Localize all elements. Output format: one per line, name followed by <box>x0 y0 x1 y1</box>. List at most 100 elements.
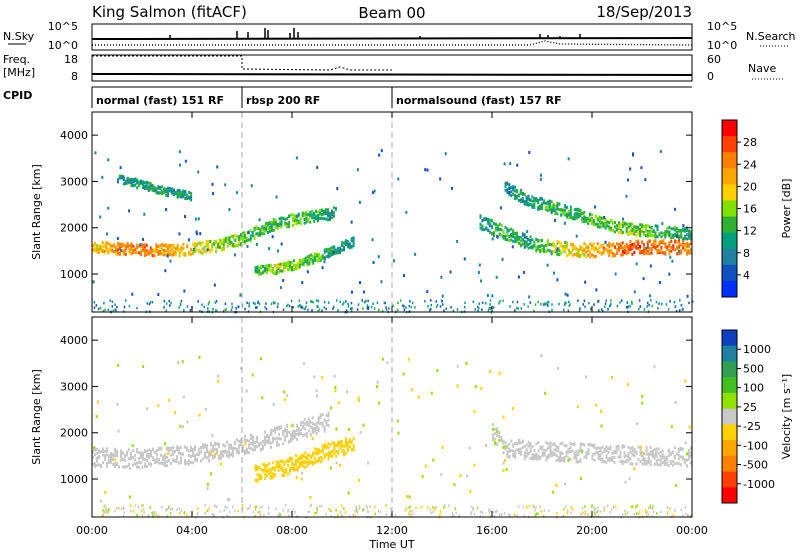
scatter-cell <box>509 305 511 308</box>
scatter-cell <box>342 449 345 453</box>
scatter-cell <box>332 305 335 309</box>
scatter-cell <box>581 252 584 256</box>
scatter-cell <box>107 251 110 255</box>
scatter-cell <box>92 462 94 466</box>
scatter-cell <box>405 306 407 309</box>
scatter-cell <box>297 427 300 431</box>
scatter-cell <box>646 305 648 308</box>
scatter-cell <box>301 214 304 218</box>
scatter-cell <box>555 249 558 253</box>
scatter-cell <box>235 307 237 310</box>
scatter-cell <box>566 242 569 246</box>
scatter-cell <box>567 447 570 451</box>
scatter-cell <box>672 244 675 248</box>
scatter-cell <box>309 420 312 424</box>
scatter-cell <box>248 443 250 447</box>
scatter-cell <box>679 447 682 451</box>
scatter-cell <box>143 254 146 258</box>
scatter-cell <box>312 261 315 265</box>
scatter-cell <box>568 304 571 307</box>
scatter-cell <box>440 299 443 302</box>
scatter-cell <box>602 250 605 254</box>
scatter-cell <box>575 450 578 454</box>
scatter-cell <box>254 266 257 270</box>
scatter-cell <box>470 511 473 514</box>
scatter-cell <box>639 233 642 237</box>
scatter-cell <box>103 301 105 305</box>
scatter-cell <box>288 214 291 218</box>
scatter-cell <box>506 227 509 231</box>
scatter-cell <box>280 219 283 223</box>
scatter-cell <box>147 252 150 256</box>
scatter-cell <box>597 514 599 518</box>
scatter-cell <box>633 450 636 454</box>
scatter-cell <box>653 462 656 466</box>
scatter-cell <box>605 460 608 464</box>
scatter-cell <box>650 247 653 251</box>
scatter-cell <box>96 451 98 455</box>
scatter-cell <box>652 229 655 233</box>
scatter-cell <box>240 243 243 247</box>
scatter-cell <box>562 245 565 249</box>
scatter-cell <box>491 226 494 230</box>
scatter-cell <box>106 461 108 465</box>
scatter-cell <box>272 219 275 223</box>
scatter-cell <box>318 308 321 311</box>
scatter-cell <box>614 246 617 250</box>
scatter-cell <box>627 459 630 463</box>
scatter-cell <box>643 308 646 311</box>
scatter-cell <box>248 302 250 305</box>
scatter-cell <box>453 514 455 517</box>
scatter-cell <box>642 452 645 456</box>
scatter-cell <box>168 252 171 256</box>
scatter-cell <box>136 513 138 517</box>
scatter-cell <box>282 278 285 282</box>
scatter-cell <box>258 273 261 277</box>
scatter-cell <box>274 301 276 305</box>
scatter-cell <box>110 456 112 460</box>
scatter-cell <box>224 450 226 454</box>
scatter-cell <box>109 299 111 302</box>
scatter-cell <box>516 194 519 198</box>
scatter-cell <box>594 214 597 218</box>
scatter-cell <box>672 227 675 231</box>
scatter-cell <box>516 442 519 446</box>
scatter-cell <box>96 447 98 451</box>
scatter-cell <box>226 236 229 240</box>
scatter-cell <box>554 248 557 252</box>
scatter-cell <box>323 419 326 423</box>
scatter-cell <box>291 461 294 465</box>
scatter-cell <box>594 222 597 226</box>
scatter-cell <box>122 310 125 313</box>
scatter-cell <box>305 423 308 427</box>
scatter-cell <box>118 252 121 256</box>
scatter-cell <box>673 446 676 450</box>
scatter-cell <box>633 232 636 236</box>
scatter-cell <box>619 230 622 234</box>
scatter-cell <box>523 240 526 244</box>
scatter-cell <box>512 235 515 239</box>
scatter-cell <box>502 445 505 449</box>
scatter-cell <box>595 447 598 451</box>
scatter-cell <box>660 245 663 249</box>
scatter-cell <box>539 239 542 243</box>
scatter-cell <box>352 448 355 452</box>
scatter-cell <box>535 442 538 446</box>
mode-label: normalsound (fast) 157 RF <box>396 94 562 107</box>
scatter-cell <box>290 511 293 514</box>
colorbar-swatch <box>722 377 737 394</box>
scatter-cell <box>606 248 609 252</box>
scatter-cell <box>155 513 158 516</box>
scatter-cell <box>120 175 123 179</box>
scatter-cell <box>323 212 325 216</box>
scatter-cell <box>478 302 481 305</box>
scatter-cell <box>276 225 279 229</box>
scatter-cell <box>158 448 160 452</box>
scatter-cell <box>93 249 96 253</box>
scatter-cell <box>256 479 259 483</box>
scatter-cell <box>337 441 340 445</box>
scatter-cell <box>174 411 177 415</box>
scatter-cell <box>616 224 619 228</box>
scatter-cell <box>196 511 199 515</box>
scatter-cell <box>123 507 125 511</box>
